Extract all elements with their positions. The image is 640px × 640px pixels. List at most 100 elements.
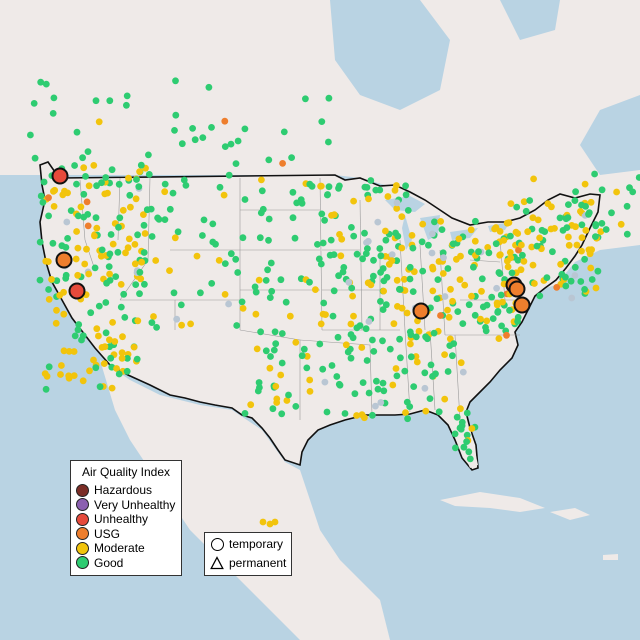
station-good[interactable] bbox=[221, 143, 229, 151]
station-moderate[interactable] bbox=[252, 310, 260, 318]
station-moderate[interactable] bbox=[449, 297, 456, 305]
station-good[interactable] bbox=[513, 203, 521, 211]
station-good[interactable] bbox=[145, 171, 153, 178]
station-good[interactable] bbox=[578, 221, 586, 229]
station-moderate[interactable] bbox=[81, 260, 89, 268]
station-good[interactable] bbox=[153, 324, 161, 331]
station-moderate[interactable] bbox=[60, 347, 68, 355]
station-no-data[interactable] bbox=[428, 249, 436, 257]
station-good[interactable] bbox=[376, 186, 384, 194]
station-good[interactable] bbox=[49, 239, 57, 247]
station-good[interactable] bbox=[526, 197, 534, 204]
station-moderate[interactable] bbox=[398, 304, 406, 312]
station-good[interactable] bbox=[325, 138, 332, 146]
station-good[interactable] bbox=[506, 306, 513, 314]
station-good[interactable] bbox=[161, 216, 169, 224]
station-good[interactable] bbox=[74, 326, 82, 334]
station-good[interactable] bbox=[348, 224, 355, 231]
station-moderate[interactable] bbox=[215, 257, 223, 264]
station-moderate[interactable] bbox=[531, 280, 538, 287]
station-no-data[interactable] bbox=[345, 278, 353, 286]
station-good[interactable] bbox=[444, 368, 452, 375]
station-good[interactable] bbox=[353, 250, 361, 258]
station-good[interactable] bbox=[317, 260, 325, 268]
station-moderate[interactable] bbox=[306, 376, 314, 384]
station-moderate[interactable] bbox=[380, 287, 387, 295]
station-good[interactable] bbox=[42, 385, 50, 393]
station-moderate[interactable] bbox=[507, 200, 515, 208]
station-good[interactable] bbox=[454, 308, 462, 315]
station-moderate[interactable] bbox=[317, 320, 325, 328]
station-moderate[interactable] bbox=[437, 218, 445, 225]
station-good[interactable] bbox=[102, 299, 110, 306]
station-good[interactable] bbox=[92, 214, 100, 222]
station-moderate[interactable] bbox=[408, 232, 416, 239]
station-moderate[interactable] bbox=[565, 233, 572, 241]
station-good[interactable] bbox=[365, 389, 373, 397]
station-no-data[interactable] bbox=[377, 399, 385, 406]
station-moderate[interactable] bbox=[91, 232, 98, 240]
station-moderate[interactable] bbox=[483, 317, 491, 325]
station-moderate[interactable] bbox=[109, 240, 117, 248]
station-moderate[interactable] bbox=[286, 312, 294, 320]
station-good[interactable] bbox=[559, 227, 567, 234]
station-good[interactable] bbox=[262, 277, 270, 284]
station-no-data[interactable] bbox=[63, 218, 71, 226]
station-moderate[interactable] bbox=[131, 241, 139, 248]
station-good[interactable] bbox=[79, 332, 87, 340]
station-good[interactable] bbox=[107, 354, 115, 362]
station-good[interactable] bbox=[277, 276, 285, 284]
station-good[interactable] bbox=[519, 251, 526, 259]
station-good[interactable] bbox=[115, 223, 122, 231]
station-good[interactable] bbox=[472, 217, 479, 225]
station-moderate[interactable] bbox=[166, 267, 173, 274]
station-good[interactable] bbox=[285, 391, 292, 399]
station-moderate[interactable] bbox=[520, 198, 528, 206]
station-good[interactable] bbox=[330, 287, 338, 295]
station-moderate[interactable] bbox=[117, 281, 125, 288]
station-no-data[interactable] bbox=[225, 300, 233, 308]
station-moderate[interactable] bbox=[517, 266, 525, 274]
station-moderate[interactable] bbox=[283, 397, 291, 404]
station-good[interactable] bbox=[369, 411, 376, 419]
station-good[interactable] bbox=[147, 205, 155, 213]
station-good[interactable] bbox=[401, 367, 409, 375]
station-good[interactable] bbox=[582, 203, 589, 210]
station-moderate[interactable] bbox=[382, 227, 389, 235]
station-moderate[interactable] bbox=[134, 317, 142, 325]
station-moderate[interactable] bbox=[125, 174, 132, 182]
station-good[interactable] bbox=[154, 214, 162, 222]
station-good[interactable] bbox=[380, 277, 388, 285]
station-good[interactable] bbox=[292, 403, 300, 410]
station-moderate[interactable] bbox=[446, 335, 454, 343]
station-good[interactable] bbox=[71, 332, 79, 340]
station-good[interactable] bbox=[180, 176, 188, 184]
station-good[interactable] bbox=[450, 340, 458, 347]
station-moderate[interactable] bbox=[322, 311, 329, 318]
station-moderate[interactable] bbox=[70, 372, 78, 379]
station-moderate[interactable] bbox=[220, 191, 228, 199]
station-good[interactable] bbox=[302, 95, 309, 103]
station-moderate[interactable] bbox=[592, 284, 600, 292]
station-good[interactable] bbox=[585, 210, 592, 218]
station-good[interactable] bbox=[120, 290, 128, 298]
station-moderate[interactable] bbox=[456, 276, 464, 283]
station-good[interactable] bbox=[406, 275, 414, 283]
station-good[interactable] bbox=[171, 126, 178, 134]
station-good[interactable] bbox=[471, 311, 479, 319]
station-good[interactable] bbox=[71, 162, 78, 169]
station-moderate[interactable] bbox=[577, 208, 584, 215]
station-good[interactable] bbox=[522, 207, 530, 215]
station-good[interactable] bbox=[169, 189, 177, 197]
station-usg[interactable] bbox=[45, 194, 52, 202]
station-good[interactable] bbox=[73, 128, 81, 136]
station-moderate[interactable] bbox=[111, 338, 119, 345]
station-good[interactable] bbox=[234, 137, 242, 145]
station-good[interactable] bbox=[592, 222, 600, 230]
station-moderate[interactable] bbox=[403, 309, 411, 317]
station-good[interactable] bbox=[396, 335, 403, 343]
station-good[interactable] bbox=[451, 430, 459, 438]
station-moderate[interactable] bbox=[573, 241, 581, 249]
station-moderate[interactable] bbox=[365, 195, 372, 203]
station-good[interactable] bbox=[457, 425, 465, 433]
